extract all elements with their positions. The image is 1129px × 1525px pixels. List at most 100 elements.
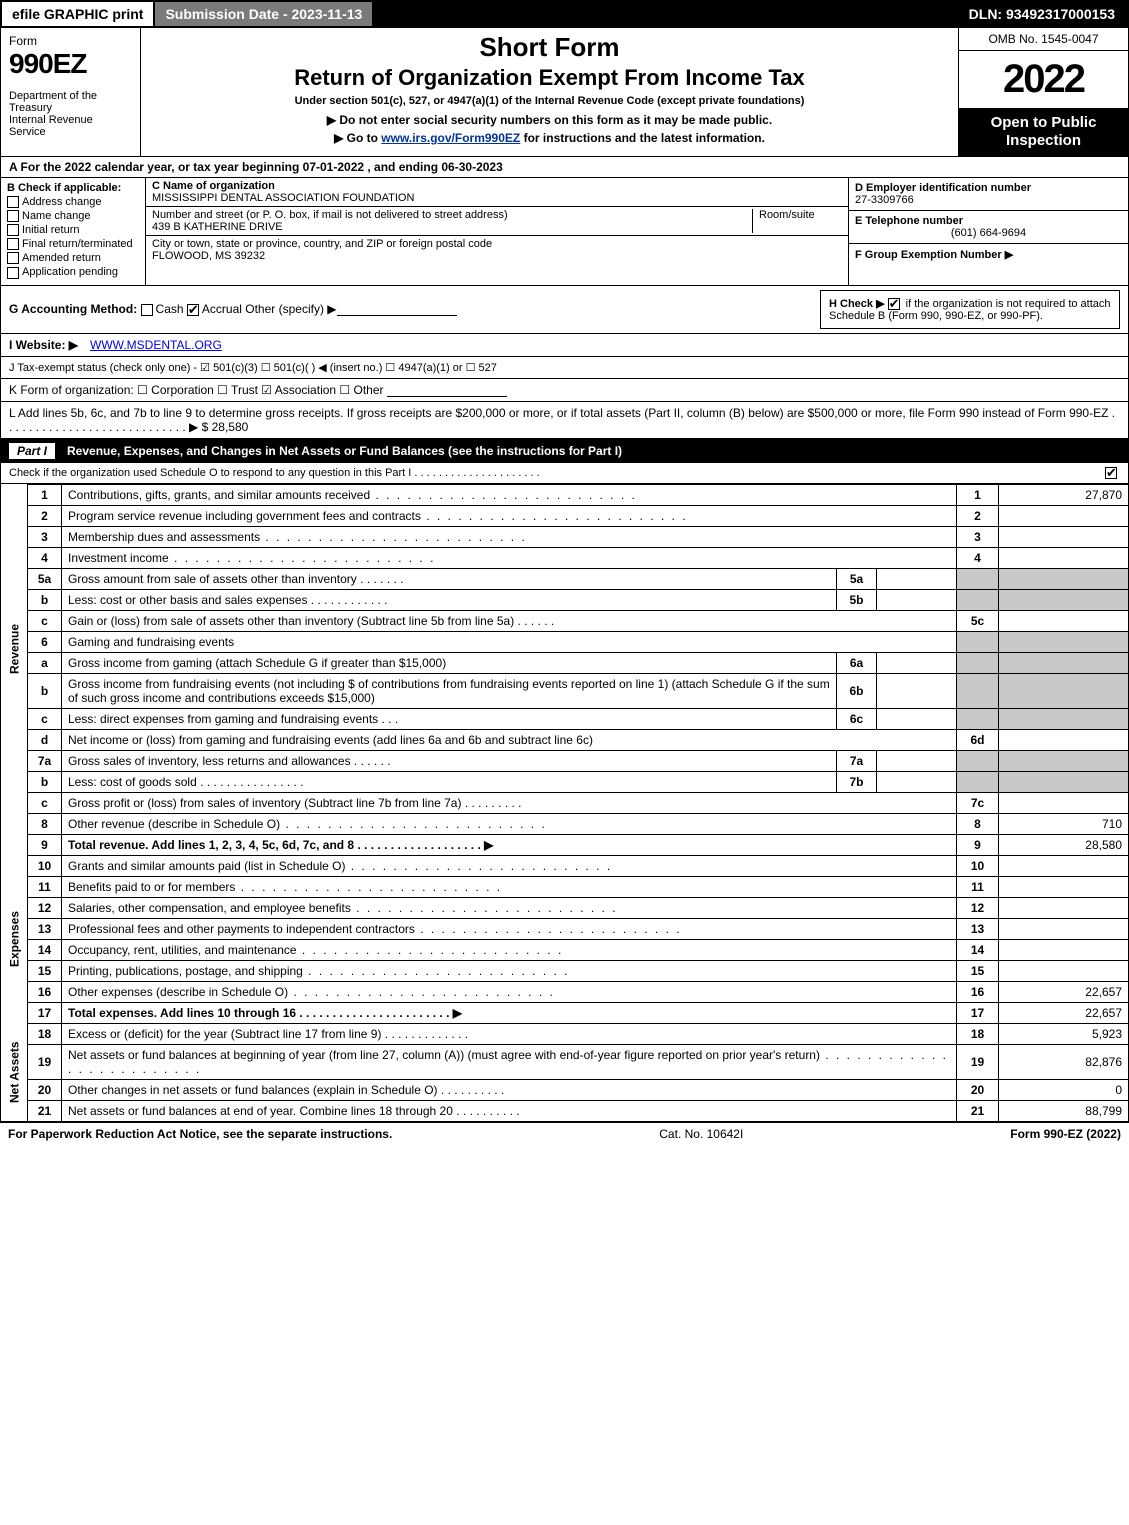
dln-label: DLN: 93492317000153 [959,2,1127,26]
chk-initial-return[interactable]: Initial return [7,224,139,236]
phone-label: E Telephone number [855,215,1122,227]
org-name-row: C Name of organization MISSISSIPPI DENTA… [146,178,848,207]
city-label: City or town, state or province, country… [152,238,492,250]
row-g-h: G Accounting Method: Cash Accrual Other … [0,286,1129,334]
org-name-label: C Name of organization [152,180,414,192]
note-goto-post: for instructions and the latest informat… [520,131,765,145]
phone-value: (601) 664-9694 [855,227,1122,239]
ein-value: 27-3309766 [855,194,1122,206]
line-19: 19 Net assets or fund balances at beginn… [1,1044,1129,1079]
line-9-amount: 28,580 [999,834,1129,855]
submission-date: Submission Date - 2023-11-13 [155,2,374,26]
website-label: I Website: ▶ [9,338,78,352]
col-b-header: B Check if applicable: [7,182,139,194]
note-goto: ▶ Go to www.irs.gov/Form990EZ for instru… [151,131,948,145]
col-def: D Employer identification number 27-3309… [848,178,1128,285]
org-city-row: City or town, state or province, country… [146,236,848,264]
form-header: Form 990EZ Department of the Treasury In… [0,28,1129,157]
irs-link[interactable]: www.irs.gov/Form990EZ [381,131,520,145]
k-text: K Form of organization: ☐ Corporation ☐ … [9,383,384,397]
line-7a: 7a Gross sales of inventory, less return… [1,750,1129,771]
section-revenue: Revenue [1,484,28,813]
k-other-line[interactable] [387,383,507,397]
line-6: 6 Gaming and fundraising events [1,631,1129,652]
header-left: Form 990EZ Department of the Treasury In… [1,28,141,156]
part-i-tag: Part I [9,443,55,459]
chk-name-change[interactable]: Name change [7,210,139,222]
line-21: 21 Net assets or fund balances at end of… [1,1100,1129,1121]
chk-schedule-b[interactable] [888,298,900,310]
line-6a: a Gross income from gaming (attach Sched… [1,652,1129,673]
title-return: Return of Organization Exempt From Incom… [151,65,948,91]
chk-cash[interactable] [141,304,153,316]
website-link[interactable]: WWW.MSDENTAL.ORG [90,338,222,352]
line-17: 17 Total expenses. Add lines 10 through … [1,1002,1129,1023]
line-6d: d Net income or (loss) from gaming and f… [1,729,1129,750]
footer-left: For Paperwork Reduction Act Notice, see … [8,1127,392,1141]
line-16-amount: 22,657 [999,981,1129,1002]
form-number: 990EZ [9,48,132,80]
other-specify-line[interactable] [337,302,457,316]
row-l-gross-receipts: L Add lines 5b, 6c, and 7b to line 9 to … [0,402,1129,439]
line-3: 3 Membership dues and assessments 3 [1,526,1129,547]
h-label: H Check ▶ [829,298,885,310]
efile-label[interactable]: efile GRAPHIC print [2,2,155,26]
topbar: efile GRAPHIC print Submission Date - 20… [0,0,1129,28]
col-c-org-info: C Name of organization MISSISSIPPI DENTA… [146,178,848,285]
header-center: Short Form Return of Organization Exempt… [141,28,958,156]
header-right: OMB No. 1545-0047 2022 Open to Public In… [958,28,1128,156]
line-10: Expenses 10 Grants and similar amounts p… [1,855,1129,876]
section-net-assets: Net Assets [1,1023,28,1121]
row-a-tax-year: A For the 2022 calendar year, or tax yea… [0,157,1129,178]
line-13: 13 Professional fees and other payments … [1,918,1129,939]
footer-right: Form 990-EZ (2022) [1010,1127,1121,1141]
lines-table: Revenue 1 Contributions, gifts, grants, … [0,484,1129,1122]
omb-number: OMB No. 1545-0047 [959,28,1128,51]
part-i-title: Revenue, Expenses, and Changes in Net As… [67,444,622,458]
chk-final-return[interactable]: Final return/terminated [7,238,139,250]
line-5b: b Less: cost or other basis and sales ex… [1,589,1129,610]
chk-accrual[interactable] [187,304,199,316]
room-suite-label: Room/suite [752,209,842,233]
line-15: 15 Printing, publications, postage, and … [1,960,1129,981]
group-exemption-label: F Group Exemption Number ▶ [855,249,1013,261]
topbar-spacer [374,2,958,26]
line-18-amount: 5,923 [999,1023,1129,1044]
line-11: 11 Benefits paid to or for members 11 [1,876,1129,897]
line-9: 9 Total revenue. Add lines 1, 2, 3, 4, 5… [1,834,1129,855]
org-address-row: Number and street (or P. O. box, if mail… [146,207,848,236]
org-name-value: MISSISSIPPI DENTAL ASSOCIATION FOUNDATIO… [152,192,414,204]
chk-address-change[interactable]: Address change [7,196,139,208]
line-2: 2 Program service revenue including gove… [1,505,1129,526]
footer-center: Cat. No. 10642I [659,1127,743,1141]
row-j-tax-exempt: J Tax-exempt status (check only one) - ☑… [0,357,1129,379]
line-21-amount: 88,799 [999,1100,1129,1121]
part-i-header: Part I Revenue, Expenses, and Changes in… [0,439,1129,463]
chk-application-pending[interactable]: Application pending [7,266,139,278]
form-label: Form [9,34,132,48]
part-i-sub: Check if the organization used Schedule … [0,463,1129,484]
ein-label: D Employer identification number [855,182,1122,194]
title-short-form: Short Form [151,32,948,63]
line-12: 12 Salaries, other compensation, and emp… [1,897,1129,918]
subtitle: Under section 501(c), 527, or 4947(a)(1)… [151,95,948,107]
line-20: 20 Other changes in net assets or fund b… [1,1079,1129,1100]
group-exemption-cell: F Group Exemption Number ▶ [849,244,1128,265]
g-label: G Accounting Method: [9,302,137,316]
line-4: 4 Investment income 4 [1,547,1129,568]
tax-year: 2022 [959,51,1128,108]
line-7c: c Gross profit or (loss) from sales of i… [1,792,1129,813]
block-bcdef: B Check if applicable: Address change Na… [0,178,1129,286]
line-20-amount: 0 [999,1079,1129,1100]
phone-cell: E Telephone number (601) 664-9694 [849,211,1128,244]
line-17-amount: 22,657 [999,1002,1129,1023]
accounting-method: G Accounting Method: Cash Accrual Other … [9,302,457,316]
chk-schedule-o[interactable] [1105,467,1117,479]
line-1: Revenue 1 Contributions, gifts, grants, … [1,484,1129,505]
row-k-form-org: K Form of organization: ☐ Corporation ☐ … [0,379,1129,402]
chk-amended-return[interactable]: Amended return [7,252,139,264]
line-6b: b Gross income from fundraising events (… [1,673,1129,708]
city-value: FLOWOOD, MS 39232 [152,250,265,262]
line-5a: 5a Gross amount from sale of assets othe… [1,568,1129,589]
part-i-sub-text: Check if the organization used Schedule … [9,467,1105,479]
